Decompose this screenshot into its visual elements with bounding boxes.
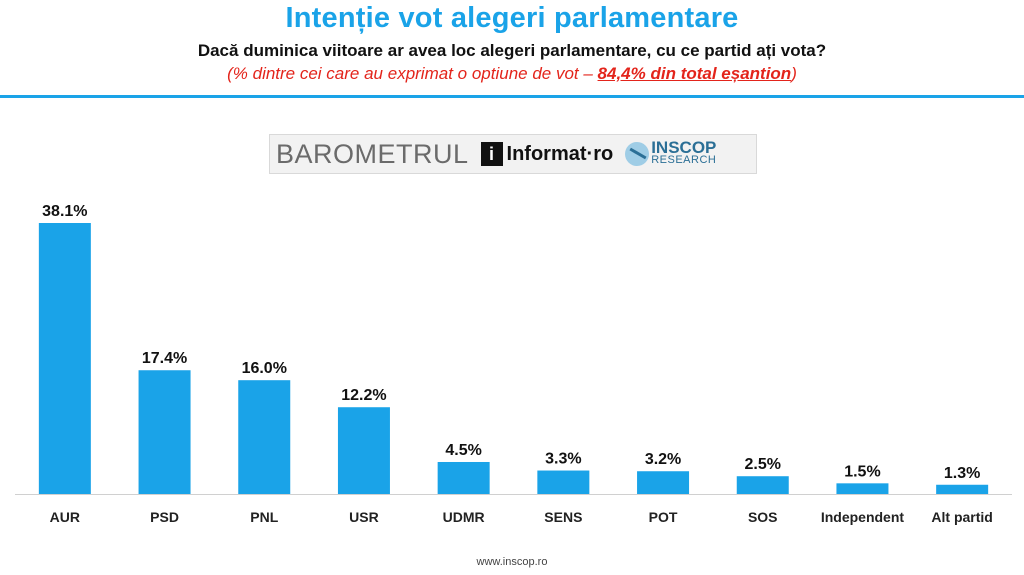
category-label: PSD (150, 509, 179, 525)
data-label: 17.4% (142, 350, 187, 367)
data-label: 12.2% (341, 387, 386, 404)
page-title: Intenție vot alegeri parlamentare (285, 2, 739, 34)
data-label: 1.3% (944, 465, 980, 482)
sample-note-end: ) (791, 64, 797, 83)
category-label: USR (349, 509, 379, 525)
data-label: 2.5% (745, 456, 781, 473)
data-label: 3.2% (645, 451, 681, 468)
bar-aur (38, 223, 91, 494)
data-label: 38.1% (42, 203, 87, 220)
survey-question: Dacă duminica viitoare ar avea loc alege… (197, 41, 827, 60)
category-label: Alt partid (931, 509, 992, 525)
inscop-research-text: RESEARCH (651, 154, 717, 166)
category-label: SENS (544, 509, 582, 525)
header-divider (0, 95, 1024, 98)
inscop-logo-text: INSCOP (651, 138, 717, 157)
category-label: POT (649, 509, 678, 525)
bar-psd (138, 370, 191, 494)
category-label: SOS (748, 509, 778, 525)
data-label: 16.0% (242, 360, 287, 377)
bar-usr (337, 407, 390, 494)
bar-independent (836, 483, 889, 494)
informat-logo-icon: i (480, 142, 503, 166)
partner-banner: BAROMETRUL i Informat·ro INSCOP RESEARCH (269, 134, 757, 174)
category-label: UDMR (443, 509, 485, 525)
bar-pnl (238, 380, 291, 494)
sample-note: (% dintre cei care au exprimat o optiune… (0, 64, 1024, 84)
inscop-logo: INSCOP RESEARCH (651, 138, 717, 167)
footer-url: www.inscop.ro (476, 556, 548, 568)
informat-logo-text: Informat·ro (506, 142, 614, 165)
bar-pot (637, 471, 690, 494)
bar-alt-partid (936, 484, 989, 494)
bar-sens (537, 470, 590, 494)
category-label: PNL (250, 509, 278, 525)
sample-note-start: (% dintre cei care au exprimat o optiune… (227, 64, 598, 83)
category-label: Independent (821, 509, 905, 525)
data-label: 1.5% (844, 463, 880, 480)
bar-sos (736, 476, 789, 494)
bar-udmr (437, 461, 490, 494)
data-label: 4.5% (445, 442, 481, 459)
category-label: AUR (50, 509, 80, 525)
barometer-label: BAROMETRUL (276, 138, 469, 169)
inscop-logo-icon (625, 142, 650, 166)
sample-note-highlight: 84,4% din total eșantion (597, 64, 792, 83)
data-label: 3.3% (545, 451, 581, 468)
